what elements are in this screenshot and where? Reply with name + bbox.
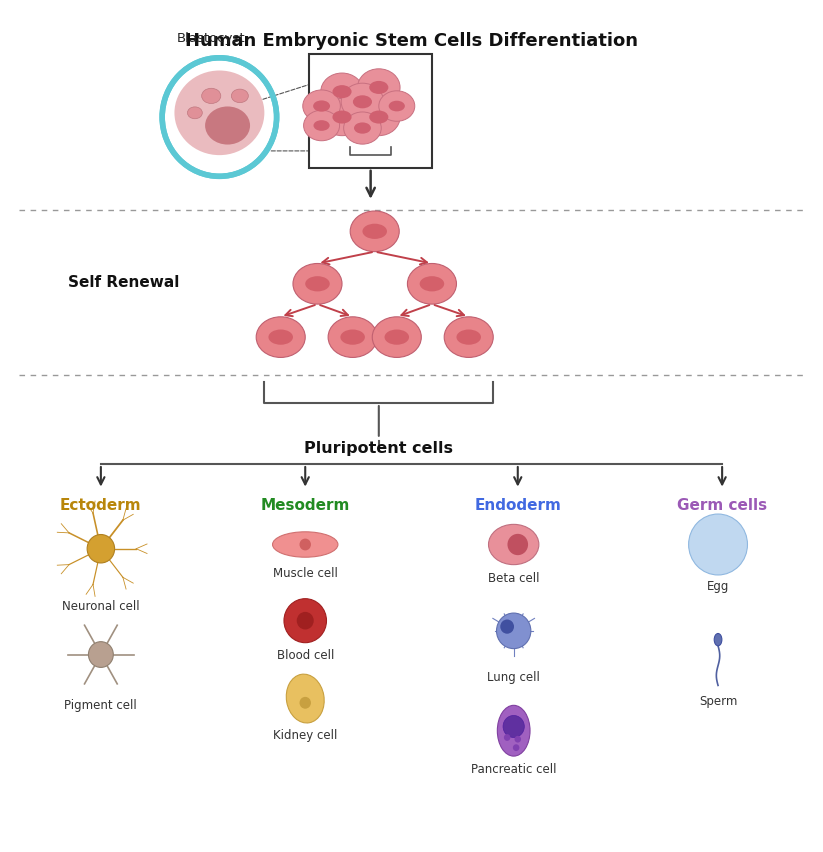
- Text: Endoderm: Endoderm: [474, 498, 561, 513]
- Circle shape: [508, 534, 528, 556]
- Circle shape: [504, 734, 510, 741]
- Ellipse shape: [379, 91, 415, 121]
- Circle shape: [503, 716, 524, 738]
- Ellipse shape: [357, 99, 400, 135]
- Text: Pluripotent cells: Pluripotent cells: [305, 441, 453, 456]
- Ellipse shape: [272, 532, 338, 557]
- Text: Human Embryonic Stem Cells Differentiation: Human Embryonic Stem Cells Differentiati…: [185, 32, 638, 50]
- Ellipse shape: [714, 634, 722, 646]
- Ellipse shape: [444, 317, 493, 358]
- Text: Sperm: Sperm: [699, 695, 737, 708]
- Ellipse shape: [370, 81, 388, 94]
- Text: Mesoderm: Mesoderm: [261, 498, 350, 513]
- Ellipse shape: [174, 71, 264, 155]
- Circle shape: [300, 538, 311, 550]
- Ellipse shape: [497, 705, 530, 756]
- Text: Lung cell: Lung cell: [487, 671, 540, 684]
- Circle shape: [500, 619, 514, 634]
- Ellipse shape: [268, 330, 293, 345]
- Ellipse shape: [342, 83, 384, 120]
- Circle shape: [513, 745, 519, 751]
- Circle shape: [297, 612, 314, 630]
- Ellipse shape: [328, 317, 377, 358]
- Circle shape: [689, 514, 747, 575]
- Text: Egg: Egg: [707, 580, 729, 593]
- Ellipse shape: [188, 106, 202, 118]
- Text: Pancreatic cell: Pancreatic cell: [471, 763, 556, 776]
- Ellipse shape: [341, 330, 365, 345]
- Ellipse shape: [314, 120, 330, 131]
- Ellipse shape: [313, 101, 330, 112]
- Text: Germ cells: Germ cells: [677, 498, 767, 513]
- Circle shape: [300, 697, 311, 709]
- Ellipse shape: [293, 263, 342, 304]
- Text: Neuronal cell: Neuronal cell: [62, 600, 140, 613]
- Ellipse shape: [256, 317, 305, 358]
- Ellipse shape: [370, 111, 388, 124]
- Ellipse shape: [384, 330, 409, 345]
- Circle shape: [87, 534, 114, 563]
- Ellipse shape: [362, 224, 387, 239]
- Text: Ectoderm: Ectoderm: [60, 498, 142, 513]
- Ellipse shape: [457, 330, 481, 345]
- Text: Blood cell: Blood cell: [277, 648, 334, 662]
- Ellipse shape: [231, 89, 249, 102]
- Circle shape: [88, 642, 114, 667]
- Text: Self Renewal: Self Renewal: [68, 274, 179, 290]
- Ellipse shape: [354, 123, 371, 134]
- Ellipse shape: [332, 85, 351, 98]
- Ellipse shape: [388, 101, 405, 112]
- Text: Blastocyst: Blastocyst: [177, 32, 245, 45]
- Circle shape: [514, 736, 521, 743]
- Circle shape: [496, 613, 531, 648]
- Circle shape: [284, 599, 327, 642]
- Ellipse shape: [372, 317, 421, 358]
- Ellipse shape: [344, 112, 381, 144]
- Text: Muscle cell: Muscle cell: [272, 567, 337, 580]
- Text: Kidney cell: Kidney cell: [273, 729, 337, 742]
- Ellipse shape: [202, 89, 221, 103]
- Ellipse shape: [489, 524, 539, 565]
- Ellipse shape: [420, 276, 444, 291]
- Ellipse shape: [286, 674, 324, 723]
- Ellipse shape: [353, 95, 372, 108]
- Ellipse shape: [304, 110, 340, 141]
- Ellipse shape: [332, 111, 351, 124]
- Ellipse shape: [303, 90, 341, 122]
- Ellipse shape: [205, 106, 250, 145]
- Text: Beta cell: Beta cell: [488, 572, 539, 584]
- FancyBboxPatch shape: [309, 54, 432, 168]
- Ellipse shape: [351, 211, 399, 251]
- Ellipse shape: [321, 99, 363, 135]
- Ellipse shape: [305, 276, 330, 291]
- Ellipse shape: [407, 263, 457, 304]
- Ellipse shape: [357, 69, 400, 106]
- Text: Pigment cell: Pigment cell: [64, 699, 137, 711]
- Ellipse shape: [321, 73, 363, 110]
